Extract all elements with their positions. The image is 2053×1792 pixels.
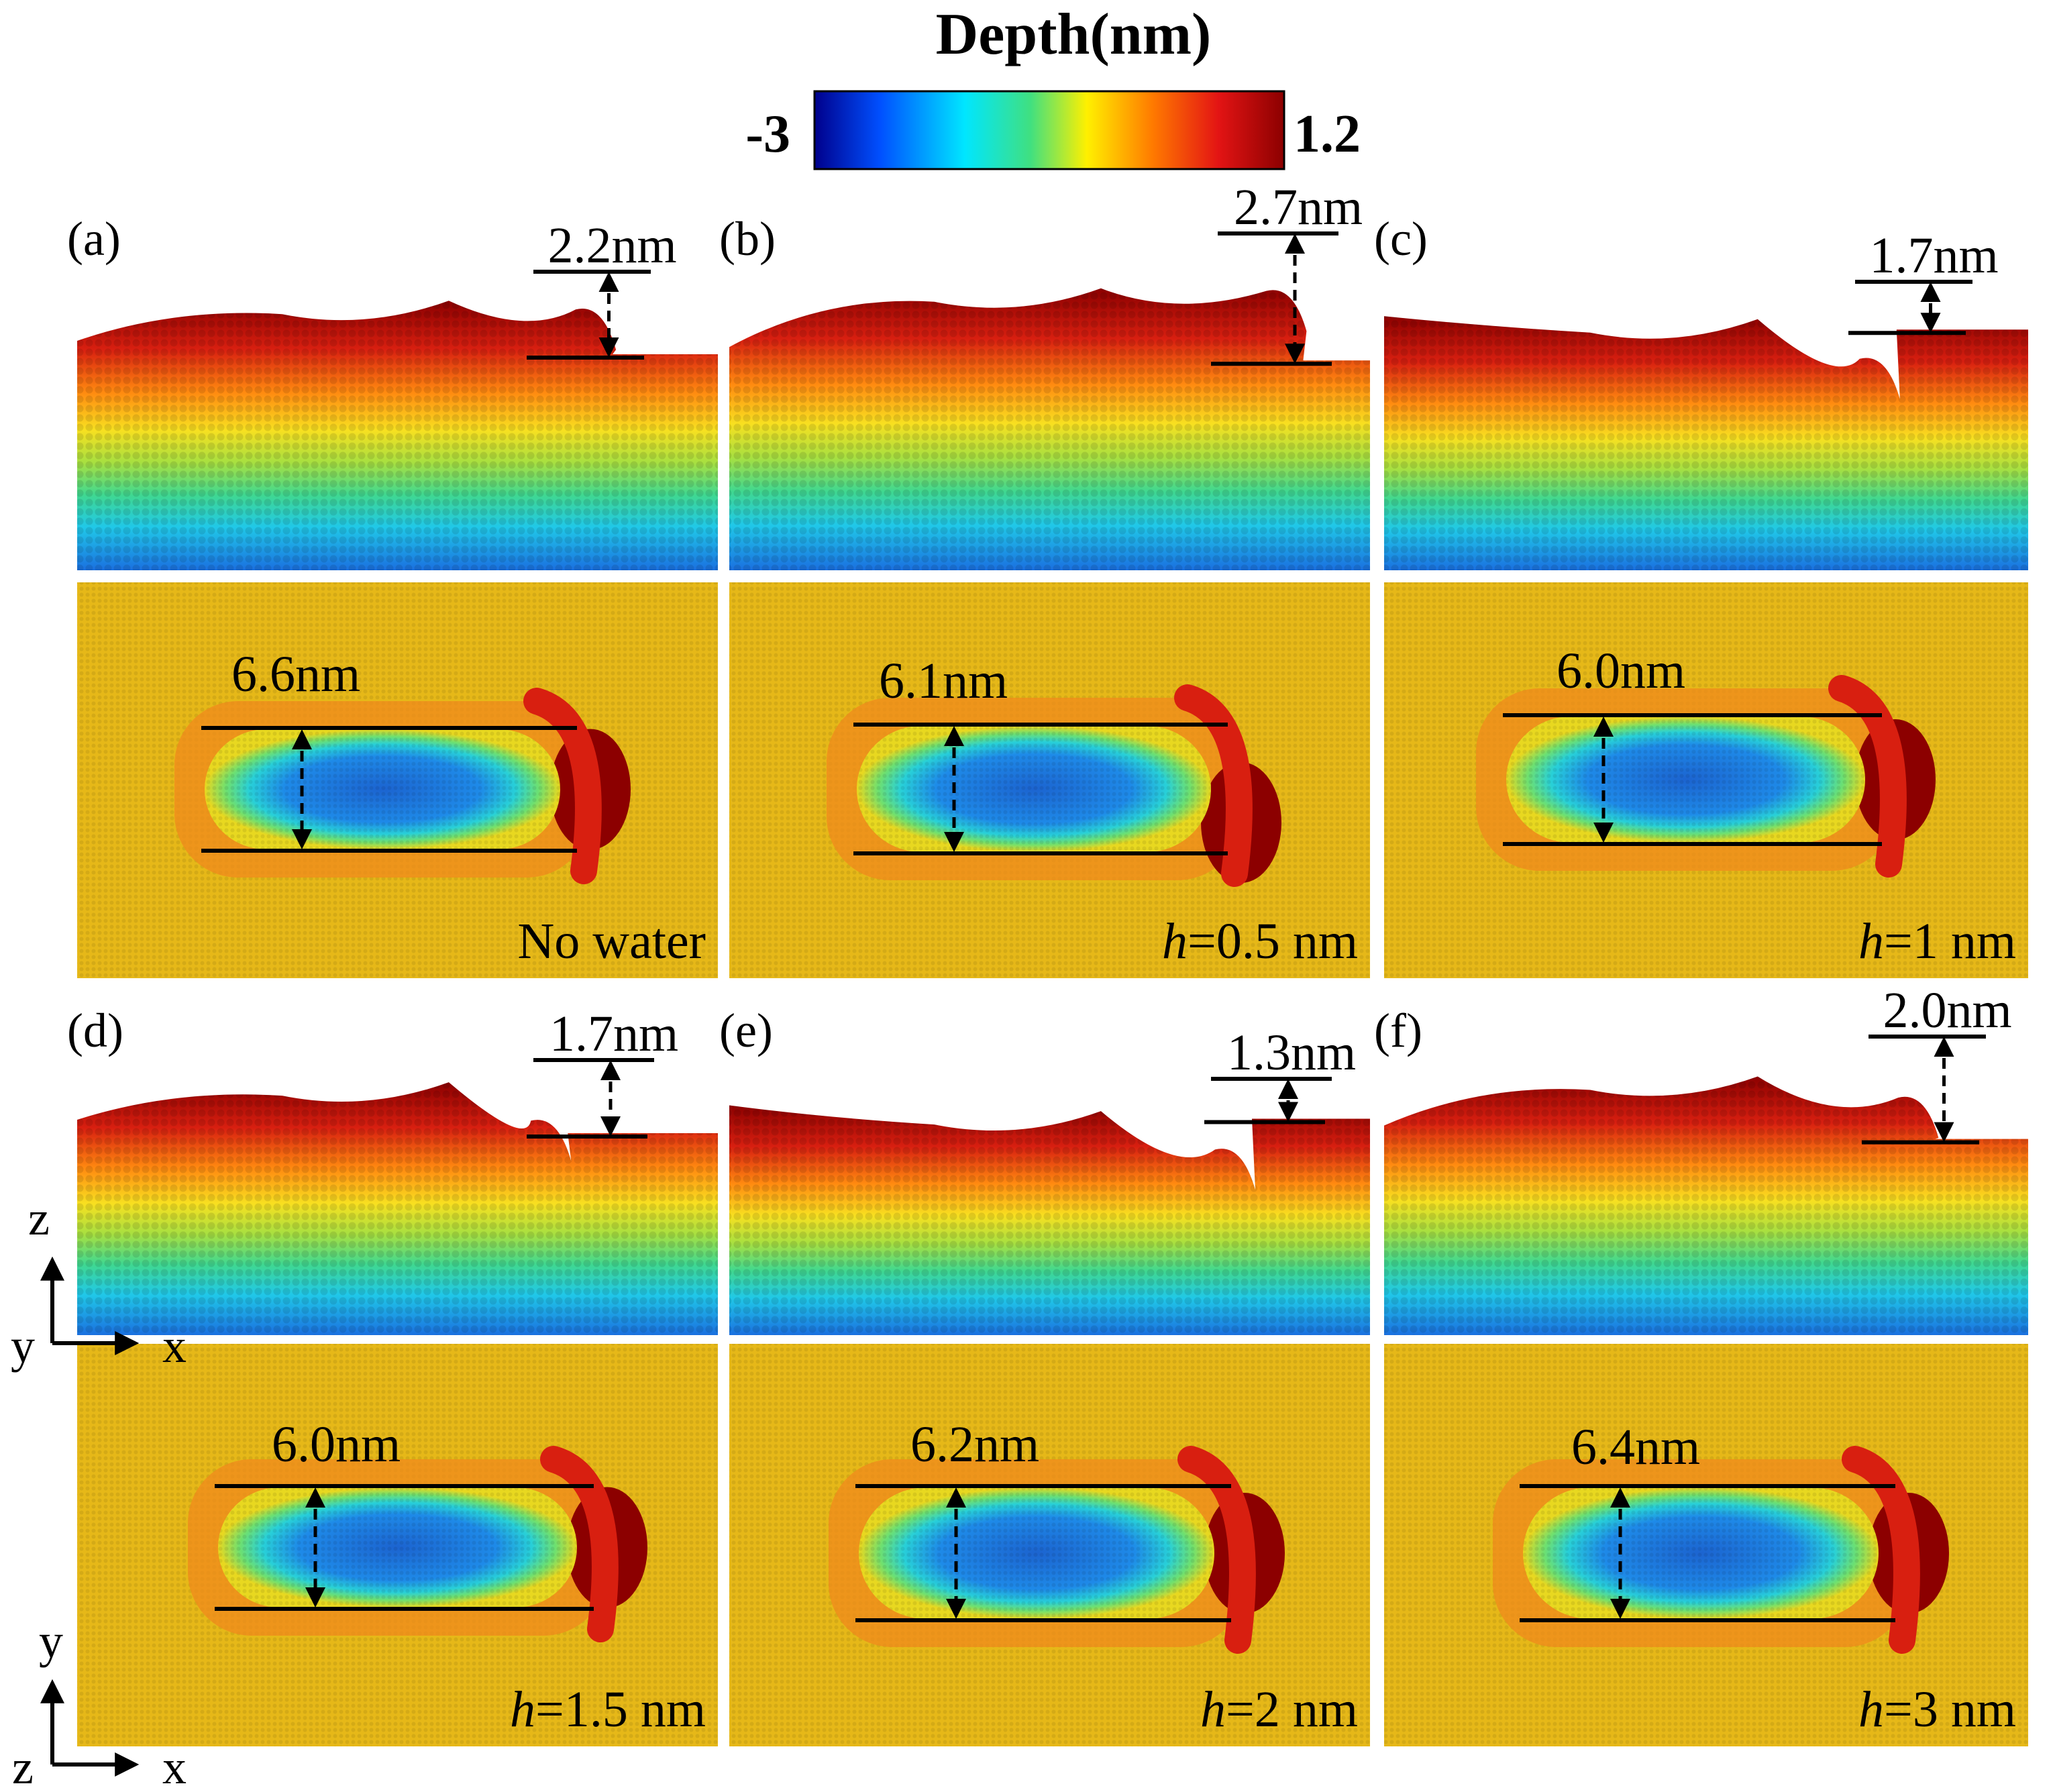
rim-ridge: [523, 688, 602, 884]
side-axis-corner-label: y: [11, 1319, 35, 1373]
side-view-atom-texture: [729, 288, 1370, 570]
pile-height-label: 2.0nm: [1883, 982, 2011, 1039]
rim-ridge: [540, 1446, 619, 1642]
panel-label: (e): [719, 1004, 773, 1057]
condition-label: h=3 nm: [1858, 1681, 2016, 1738]
top-axis-corner-label: z: [12, 1740, 34, 1792]
side-view-atom-texture: [77, 301, 718, 570]
top-view: 6.0nm h=1 nm: [1384, 582, 2028, 978]
panel-c: (c) 1.7nm 6.0nm h=1 nm: [1374, 212, 2028, 978]
groove-width-label: 6.1nm: [879, 653, 1008, 709]
side-view: 1.3nm: [729, 1024, 1370, 1335]
panel-label: (a): [67, 212, 121, 266]
panel-label: (d): [67, 1004, 123, 1057]
rim-ridge: [1177, 1446, 1256, 1654]
side-view-atom-texture: [77, 1082, 718, 1335]
top-view: 6.1nm h=0.5 nm: [729, 582, 1370, 978]
groove-width-label: 6.0nm: [272, 1416, 401, 1473]
condition-label: h=1 nm: [1858, 913, 2016, 969]
pile-height-label: 1.7nm: [1869, 227, 1998, 284]
groove-atom-texture: [1506, 717, 1865, 843]
rim-ridge: [1174, 684, 1253, 887]
panel-b: (b) 2.7nm 6.1nm h=0.5 nm: [719, 179, 1370, 978]
side-axis-up-label: z: [28, 1192, 50, 1245]
side-view: 2.2nm: [77, 217, 718, 570]
pile-height-label: 2.7nm: [1234, 179, 1363, 235]
side-view: 1.7nm: [77, 1006, 718, 1335]
panel-f: (f) 2.0nm 6.4nm h=3 nm: [1374, 982, 2028, 1746]
pile-height-label: 1.3nm: [1227, 1024, 1356, 1081]
top-view-axes: y x z: [12, 1614, 187, 1792]
condition-label: h=2 nm: [1200, 1681, 1358, 1738]
rim-ridge: [1842, 1446, 1920, 1654]
side-view: 2.7nm: [729, 179, 1370, 570]
colorbar-max-label: 1.2: [1294, 105, 1361, 164]
panel-label: (b): [719, 212, 776, 266]
panel-e: (e) 1.3nm 6.2nm h=2 nm: [719, 1004, 1370, 1746]
groove-atom-texture: [859, 1487, 1214, 1619]
side-view-atom-texture: [1384, 1076, 2028, 1335]
top-axis-right-label: x: [162, 1740, 187, 1792]
top-view: 6.2nm h=2 nm: [729, 1344, 1370, 1746]
side-view: 2.0nm: [1384, 982, 2028, 1335]
colorbar: [813, 90, 1285, 170]
groove-width-label: 6.4nm: [1571, 1419, 1700, 1475]
top-axis-up-label: y: [39, 1614, 63, 1668]
pile-height-label: 2.2nm: [547, 217, 676, 274]
colorbar-min-label: -3: [745, 105, 790, 164]
side-view-atom-texture: [1384, 316, 2028, 570]
side-view: 1.7nm: [1384, 227, 2028, 570]
groove-width-label: 6.2nm: [910, 1416, 1039, 1473]
condition-label: h=0.5 nm: [1162, 913, 1358, 969]
panel-d: (d) 1.7nm 6.0nm h=1.5 nm: [67, 1004, 718, 1746]
groove-atom-texture: [857, 726, 1211, 852]
colorbar-title: Depth(nm): [936, 2, 1212, 67]
groove-atom-texture: [1523, 1487, 1879, 1619]
panel-label: (c): [1374, 212, 1428, 266]
top-view: 6.0nm h=1.5 nm: [77, 1344, 718, 1746]
side-view-atom-texture: [729, 1105, 1370, 1335]
panel-label: (f): [1374, 1004, 1422, 1057]
top-view: 6.4nm h=3 nm: [1384, 1344, 2028, 1746]
side-axis-right-label: x: [162, 1319, 187, 1373]
rim-ridge: [1828, 675, 1907, 878]
condition-label: No water: [517, 913, 706, 969]
top-view: 6.6nm No water: [77, 582, 718, 978]
groove-atom-texture: [205, 729, 560, 849]
panel-a: (a) 2.2nm 6.6nm No water: [67, 212, 718, 978]
condition-label: h=1.5 nm: [510, 1681, 706, 1738]
groove-atom-texture: [218, 1487, 577, 1607]
side-view-axes: z x y: [11, 1192, 187, 1373]
groove-width-label: 6.6nm: [231, 646, 360, 702]
pile-height-label: 1.7nm: [549, 1006, 678, 1062]
groove-width-label: 6.0nm: [1557, 643, 1685, 699]
